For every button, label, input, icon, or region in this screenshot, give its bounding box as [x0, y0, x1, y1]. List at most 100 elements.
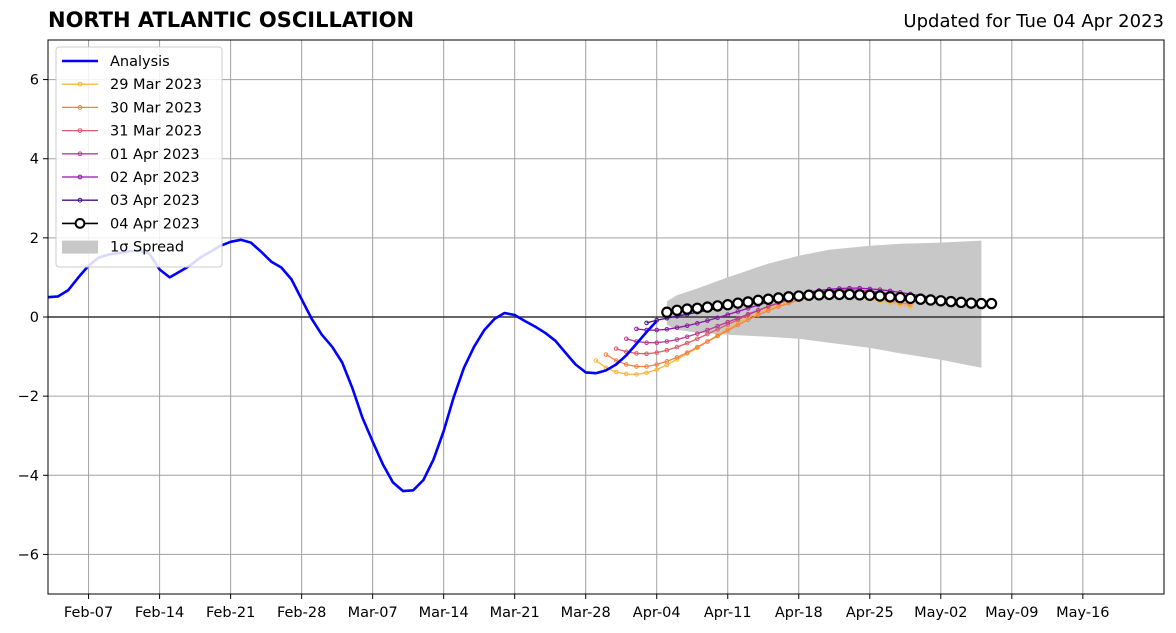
forecast-point	[644, 340, 649, 346]
forecast-point	[654, 367, 660, 372]
forecast-point	[623, 336, 629, 342]
forecast-point	[908, 304, 913, 310]
forecast-point	[654, 327, 660, 333]
x-tick-label: Apr-11	[704, 605, 752, 621]
legend-marker	[74, 218, 86, 229]
legend-item: 02 Apr 2023	[62, 170, 200, 186]
y-tick-label: −6	[18, 547, 39, 563]
x-tick-label: Mar-21	[490, 605, 540, 621]
forecast-point	[722, 299, 734, 311]
forecast-point	[985, 297, 998, 310]
analysis-line	[47, 238, 658, 493]
forecast-point	[752, 294, 764, 307]
forecast-point	[793, 290, 805, 302]
forecast-point	[695, 331, 700, 336]
legend-swatch	[62, 240, 98, 254]
forecast-point	[661, 306, 673, 318]
forecast-point	[623, 362, 629, 367]
forecast-point	[755, 307, 761, 313]
forecast-point	[623, 371, 629, 377]
forecast-point	[634, 326, 639, 332]
forecast-point	[593, 358, 599, 363]
legend-marker	[77, 151, 83, 157]
forecast-point	[725, 328, 731, 333]
forecast-point	[705, 318, 710, 323]
forecast-point	[613, 369, 619, 375]
forecast-point	[634, 364, 639, 369]
legend: Analysis 29 Mar 2023 30 Mar 2023 31 Mar 202…	[55, 46, 223, 268]
forecast-point	[634, 351, 639, 356]
legend-item: 30 Mar 2023	[62, 100, 202, 116]
legend-box	[55, 46, 223, 268]
y-tick-label: 6	[30, 73, 39, 89]
legend-label: 1σ Spread	[110, 240, 184, 256]
forecast-point	[671, 304, 683, 316]
forecast-point	[755, 312, 761, 318]
x-tick-label: Apr-18	[775, 605, 823, 621]
x-tick-label: May-09	[985, 605, 1038, 621]
legend-label: 04 Apr 2023	[110, 216, 200, 232]
legend-item: 04 Apr 2023	[62, 216, 200, 232]
forecast-point	[772, 292, 785, 304]
x-tick-label: May-02	[914, 605, 967, 621]
forecast-point	[684, 350, 690, 355]
chart-title: NORTH ATLANTIC OSCILLATION	[48, 8, 415, 32]
forecast-point	[684, 340, 690, 346]
forecast-point	[674, 325, 680, 330]
forecast-point	[644, 320, 649, 326]
x-tick-label: Mar-28	[561, 605, 611, 621]
forecast-point	[833, 288, 846, 301]
y-tick-label: −4	[18, 468, 39, 484]
forecast-point	[705, 327, 710, 333]
forecast-point	[681, 303, 693, 315]
legend-marker	[77, 197, 83, 203]
legend-marker	[77, 105, 83, 110]
legend-label: 02 Apr 2023	[110, 170, 200, 186]
y-tick-label: −2	[18, 389, 39, 405]
forecast-point	[664, 359, 670, 364]
x-tick-label: Mar-14	[419, 605, 469, 621]
forecast-point	[965, 297, 977, 309]
forecast-point	[644, 370, 649, 376]
forecast-point	[644, 351, 649, 357]
legend-item: 1σ Spread	[62, 240, 184, 256]
forecast-point	[695, 336, 700, 342]
forecast-point	[613, 346, 619, 351]
forecast-point	[874, 290, 886, 302]
forecast-point	[735, 315, 741, 321]
forecast-point	[864, 289, 876, 301]
forecast-point	[603, 352, 609, 357]
legend-label: 29 Mar 2023	[110, 77, 202, 93]
forecast-point	[914, 293, 927, 305]
forecast-point	[904, 292, 917, 305]
y-tick-label: 4	[30, 152, 39, 168]
forecast-point	[735, 309, 741, 314]
forecast-point	[823, 288, 835, 301]
forecast-lines	[593, 285, 998, 377]
forecast-point	[684, 323, 690, 329]
forecast-point	[955, 296, 967, 309]
forecast-point	[715, 315, 720, 321]
forecast-point	[745, 317, 751, 323]
forecast-point	[654, 362, 660, 367]
forecast-point	[935, 295, 947, 307]
legend-item: 31 Mar 2023	[62, 124, 202, 140]
forecast-point	[634, 372, 639, 377]
forecast-point	[945, 295, 957, 308]
forecast-point	[664, 326, 670, 332]
forecast-point	[853, 289, 866, 301]
y-tick-label: 0	[30, 310, 39, 326]
legend-label: 31 Mar 2023	[110, 124, 202, 140]
spread-band	[666, 240, 982, 368]
x-tick-label: Feb-14	[135, 605, 184, 621]
legend-item: 03 Apr 2023	[62, 193, 200, 209]
forecast-series	[661, 288, 998, 318]
forecast-point	[924, 294, 937, 306]
x-tick-label: Feb-28	[277, 605, 326, 621]
forecast-point	[654, 350, 660, 355]
y-axis: −6 −4 −2 0 2 4 6	[18, 73, 48, 563]
forecast-point	[725, 319, 731, 325]
legend-item: Analysis	[62, 54, 170, 70]
forecast-point	[732, 297, 744, 309]
